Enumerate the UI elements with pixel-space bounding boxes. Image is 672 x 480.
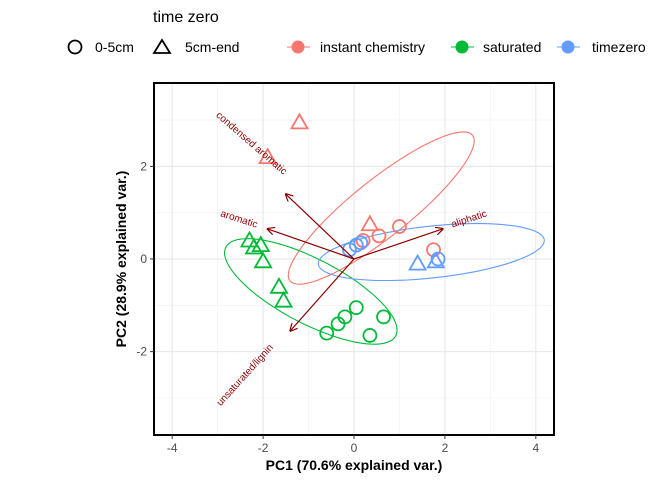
data-point-circle-saturated [348,300,364,316]
x-tick-label: 0 [351,441,358,455]
data-point-circle-saturated [319,325,335,341]
legend-label-5cm-end: 5cm-end [185,39,239,55]
legend-dot-timezero [561,40,575,54]
legend-label-instant-chemistry: instant chemistry [320,39,425,55]
legend-label-saturated: saturated [483,39,541,55]
data-point-triangle-instant-chemistry [289,112,310,130]
confidence-ellipse-saturated [224,238,398,345]
data-point-triangle-instant-chemistry [258,147,278,165]
loading-arrow-aliphatic [353,229,443,260]
data-point-circle-instant-chemistry [392,219,407,234]
x-axis-title: PC1 (70.6% explained var.) [266,457,443,473]
shape-legend-title: time zero [153,9,219,26]
confidence-ellipse-timezero [317,223,545,282]
x-tick-label: -2 [258,441,269,455]
data-point-triangle-timezero [408,253,428,271]
loading-arrow-unsaturated-lignin [290,258,355,331]
data-point-triangle-saturated [273,290,294,308]
data-point-circle-saturated [376,309,391,325]
legend: time zero 0-5cm 5cm-end instant chemistr… [67,9,646,55]
data-point-circle-timezero [430,251,446,267]
legend-label-0-5cm: 0-5cm [95,39,134,55]
y-tick-label: 0 [140,252,147,266]
y-tick-label: -2 [136,345,147,359]
data-point-triangle-instant-chemistry [360,214,380,232]
loading-arrow-aromatic [268,229,355,260]
data-point-triangle-saturated [253,251,273,269]
legend-dot-saturated [455,40,469,54]
legend-dot-instant-chemistry [291,40,305,54]
data-point-circle-instant-chemistry [371,228,387,244]
x-tick-label: -4 [167,441,178,455]
data-point-circle-saturated [362,328,378,343]
legend-label-timezero: timezero [592,39,646,55]
loading-arrow-condensed-aromatic [286,194,355,260]
legend-triangle-symbol [152,38,172,54]
y-axis-title: PC2 (28.9% explained var.) [113,171,129,348]
data-point-circle-saturated [330,316,346,332]
data-point-triangle-saturated [269,276,289,294]
legend-circle-symbol [67,39,83,55]
y-tick-label: 2 [140,159,147,173]
confidence-ellipse-instant-chemistry [287,131,475,285]
data-point-triangle-saturated [244,237,264,255]
x-tick-label: 4 [532,441,539,455]
x-tick-label: 2 [442,441,449,455]
data-point-circle-timezero [353,235,369,251]
